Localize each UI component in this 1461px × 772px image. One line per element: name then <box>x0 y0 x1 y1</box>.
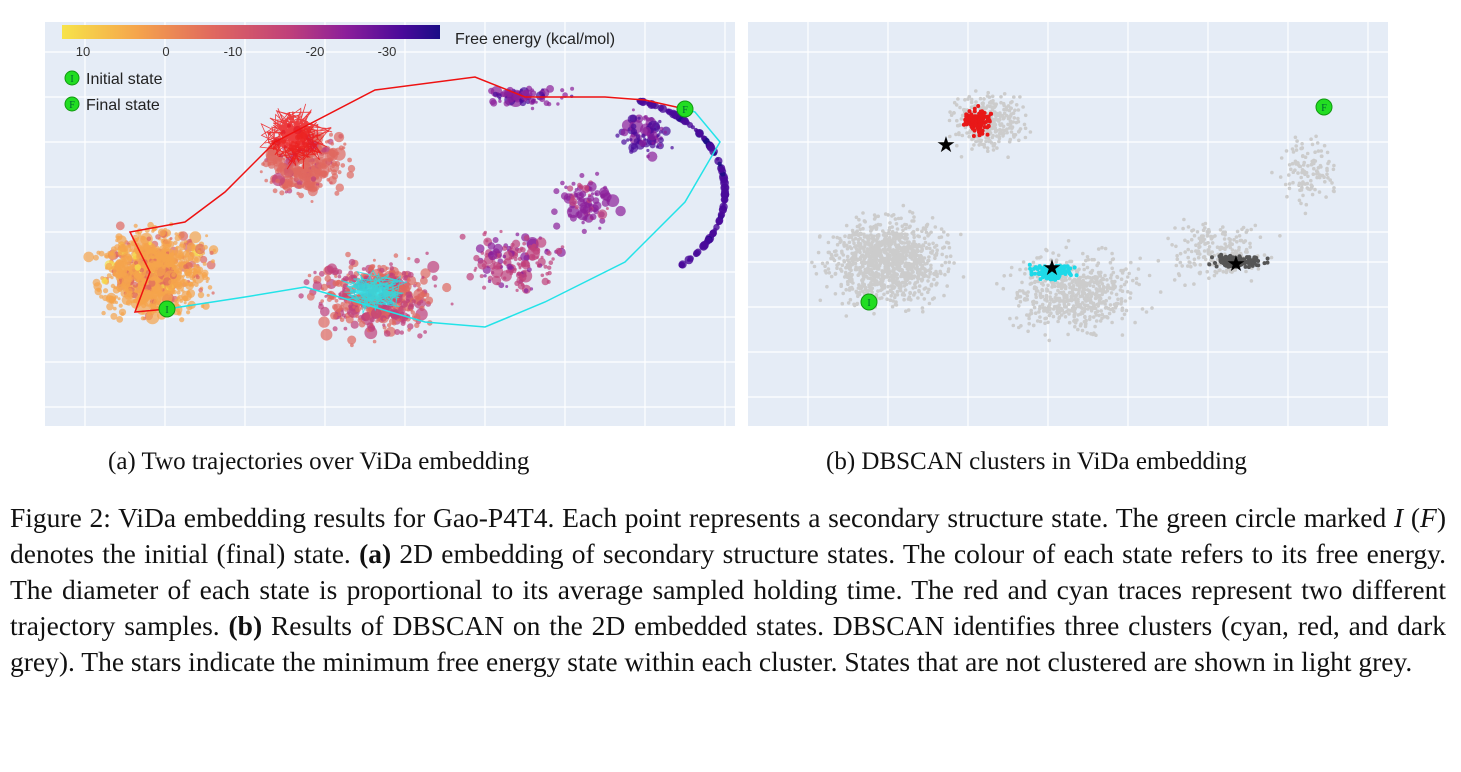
subcaption-a: (a) Two trajectories over ViDa embedding <box>108 448 530 475</box>
colorbar <box>62 25 440 39</box>
legend-final-label: Final state <box>86 97 160 114</box>
caption-text: 2D embedding of secondary structure stat… <box>10 538 1446 641</box>
colorbar-title: Free energy (kcal/mol) <box>455 31 615 48</box>
caption-text: Results of DBSCAN on the 2D embedded sta… <box>10 610 1446 677</box>
caption-label-b: (b) <box>228 610 263 641</box>
final-state-marker: F <box>676 100 694 118</box>
initial-state-marker: I <box>158 300 176 318</box>
grid-lines <box>748 22 1388 426</box>
star-marker-red-cluster: ★ <box>936 132 956 157</box>
caption-label-a: (a) <box>359 538 392 569</box>
caption-var-initial: I <box>1393 502 1404 533</box>
cluster-cyan <box>1027 262 1079 282</box>
cluster-dark-grey <box>1207 252 1270 270</box>
final-state-marker: F <box>1315 98 1333 116</box>
subcaption-b: (b) DBSCAN clusters in ViDa embedding <box>826 448 1247 475</box>
colorbar-tick: -20 <box>306 44 325 59</box>
unclustered-points <box>810 89 1336 343</box>
embedding-plot-a: 10 0 -10 -20 -30 Free energy (kcal/mol) … <box>45 22 735 426</box>
embedding-plot-b-svg: I F ★ ★ ★ <box>748 22 1388 426</box>
colorbar-tick: 10 <box>76 44 90 59</box>
cyan-trajectory <box>166 108 721 328</box>
colorbar-ticks: 10 0 -10 -20 -30 <box>76 44 397 59</box>
caption-text: ) denotes the initial (final) state. <box>10 502 1446 569</box>
caption-text: Figure 2: ViDa embedding results for Gao… <box>10 502 1394 533</box>
embedding-plot-a-svg: 10 0 -10 -20 -30 Free energy (kcal/mol) … <box>45 22 735 426</box>
embedding-plot-b: I F ★ ★ ★ <box>748 22 1388 426</box>
legend-final-marker: F <box>69 100 75 111</box>
colorbar-tick: 0 <box>162 44 169 59</box>
caption-var-final: F <box>1420 502 1437 533</box>
cluster-red <box>961 104 994 138</box>
legend-initial-state: I Initial state <box>64 70 163 88</box>
legend-initial-label: Initial state <box>86 71 163 88</box>
svg-text:F: F <box>682 105 688 116</box>
colorbar-tick: -10 <box>224 44 243 59</box>
initial-state-marker: I <box>860 293 878 311</box>
red-trajectory <box>128 76 686 313</box>
grid-lines <box>45 22 735 426</box>
star-marker-cyan-cluster: ★ <box>1042 255 1062 280</box>
star-marker-grey-cluster: ★ <box>1226 251 1246 276</box>
svg-text:I: I <box>165 305 168 316</box>
legend-initial-marker: I <box>70 74 73 85</box>
state-points <box>83 85 730 348</box>
legend-final-state: F Final state <box>64 96 160 114</box>
colorbar-tick: -30 <box>378 44 397 59</box>
caption-text: ( <box>1403 502 1420 533</box>
figure-caption: Figure 2: ViDa embedding results for Gao… <box>10 500 1446 680</box>
